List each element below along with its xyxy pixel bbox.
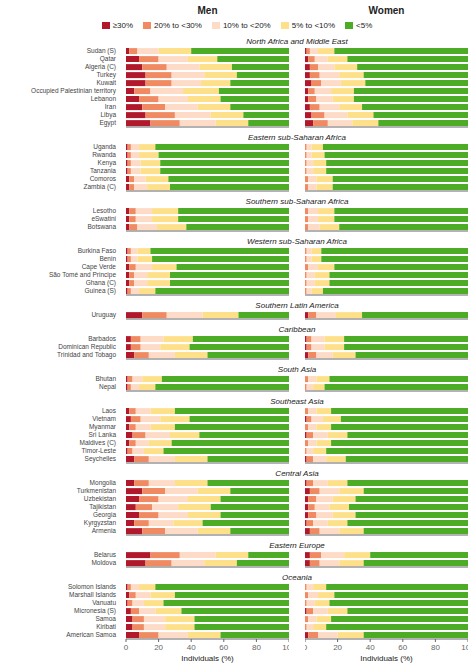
html-text:Eastern sub-Saharan Africa: Eastern sub-Saharan Africa	[248, 133, 346, 142]
svg-text:Solomon Islands: Solomon Islands	[68, 583, 117, 590]
svg-text:Iran: Iran	[105, 103, 117, 110]
svg-text:Occupied Palestinian territory: Occupied Palestinian territory	[31, 87, 117, 95]
svg-text:20: 20	[154, 643, 163, 652]
svg-text:Turkmenistan: Turkmenistan	[77, 487, 117, 494]
svg-text:Myanmar: Myanmar	[89, 423, 117, 431]
svg-text:Seychelles: Seychelles	[85, 455, 117, 463]
svg-text:Micronesia (S): Micronesia (S)	[74, 607, 116, 615]
svg-text:Tanzania: Tanzania	[90, 167, 116, 174]
svg-text:Libya: Libya	[100, 111, 116, 119]
html-text:Caribbean: Caribbean	[278, 325, 316, 334]
html-text:10% to <20%: 10% to <20%	[222, 20, 271, 30]
html-text:Southern sub-Saharan Africa: Southern sub-Saharan Africa	[245, 197, 349, 206]
svg-text:Algeria (C): Algeria (C)	[85, 63, 116, 71]
svg-text:Botswana: Botswana	[87, 223, 116, 230]
svg-text:80: 80	[252, 643, 261, 652]
html-text:Individuals (%): Individuals (%)	[181, 654, 234, 663]
svg-text:Timor-Leste: Timor-Leste	[82, 447, 117, 454]
html-text:Southeast Asia: Southeast Asia	[270, 397, 324, 406]
svg-text:Kuwait: Kuwait	[96, 79, 116, 86]
svg-text:Barbados: Barbados	[88, 335, 117, 342]
svg-text:60: 60	[219, 643, 228, 652]
html-text:Individuals (%): Individuals (%)	[360, 654, 413, 663]
svg-text:Kenya: Kenya	[98, 159, 117, 167]
svg-text:40: 40	[187, 643, 196, 652]
html-text:20% to <30%: 20% to <30%	[154, 20, 202, 30]
html-text:Central Asia: Central Asia	[275, 469, 319, 478]
svg-text:Rwanda: Rwanda	[92, 151, 116, 158]
svg-text:Turkey: Turkey	[96, 71, 116, 79]
html-text:Western sub-Saharan Africa: Western sub-Saharan Africa	[247, 237, 347, 246]
svg-text:80: 80	[431, 643, 440, 652]
svg-text:Burkina Faso: Burkina Faso	[78, 247, 117, 254]
html-text:Oceania: Oceania	[282, 573, 312, 582]
svg-text:Lebanon: Lebanon	[91, 95, 117, 102]
svg-text:Sri Lanka: Sri Lanka	[89, 431, 117, 438]
svg-text:100: 100	[282, 643, 289, 652]
svg-text:Egypt: Egypt	[99, 119, 116, 127]
svg-text:0: 0	[305, 643, 308, 652]
svg-text:Comoros: Comoros	[90, 175, 117, 182]
svg-text:Uzbekistan: Uzbekistan	[84, 495, 117, 502]
svg-text:Mongolia: Mongolia	[90, 479, 117, 487]
svg-text:Uganda: Uganda	[93, 143, 116, 151]
html-text:≥30%: ≥30%	[112, 20, 134, 30]
svg-text:40: 40	[366, 643, 375, 652]
svg-text:Zambia (C): Zambia (C)	[83, 183, 116, 191]
svg-text:0: 0	[124, 643, 129, 652]
svg-text:Laos: Laos	[102, 407, 117, 414]
svg-text:Qatar: Qatar	[100, 55, 117, 63]
html-text:Men: Men	[197, 5, 218, 16]
html-text:South Asia: South Asia	[277, 365, 317, 374]
html-text:North Africa and Middle East: North Africa and Middle East	[246, 37, 348, 46]
svg-text:Vanuatu: Vanuatu	[92, 599, 116, 606]
svg-text:Cape Verde: Cape Verde	[82, 263, 117, 271]
svg-text:Trinidad and Tobago: Trinidad and Tobago	[57, 351, 116, 359]
svg-text:Kiribati: Kiribati	[96, 623, 116, 630]
html-text:Eastern Europe: Eastern Europe	[269, 541, 325, 550]
svg-text:Samoa: Samoa	[95, 615, 116, 622]
svg-text:Armenia: Armenia	[92, 527, 117, 534]
svg-text:São Tomé and Principe: São Tomé and Principe	[49, 271, 116, 279]
svg-text:Moldova: Moldova	[91, 559, 116, 566]
svg-text:Nepal: Nepal	[99, 383, 117, 391]
svg-text:Uruguay: Uruguay	[91, 311, 116, 319]
svg-text:Georgia: Georgia	[93, 511, 117, 519]
svg-text:Guinea (S): Guinea (S)	[85, 287, 116, 295]
svg-text:60: 60	[398, 643, 407, 652]
svg-text:eSwatini: eSwatini	[91, 215, 116, 222]
svg-text:Bhutan: Bhutan	[95, 375, 116, 382]
svg-text:Sudan (S): Sudan (S)	[87, 47, 116, 55]
html-text:5% to <10%: 5% to <10%	[291, 20, 336, 30]
svg-text:Marshall Islands: Marshall Islands	[69, 591, 117, 598]
svg-text:Tajikistan: Tajikistan	[89, 503, 116, 511]
svg-text:Ghana (C): Ghana (C)	[86, 279, 116, 287]
svg-text:Vietnam: Vietnam	[92, 415, 116, 422]
svg-text:Dominican Republic: Dominican Republic	[58, 343, 117, 351]
svg-text:Maldives (C): Maldives (C)	[80, 439, 116, 447]
html-text:<5%: <5%	[356, 20, 373, 30]
svg-text:Belarus: Belarus	[94, 551, 117, 558]
html-text:Southern Latin America: Southern Latin America	[255, 301, 339, 310]
svg-text:American Samoa: American Samoa	[66, 631, 116, 638]
svg-text:100: 100	[461, 643, 466, 652]
svg-text:Benin: Benin	[99, 255, 116, 262]
svg-text:20: 20	[333, 643, 342, 652]
html-text:Women: Women	[368, 5, 405, 16]
svg-text:Kyrgyzstan: Kyrgyzstan	[84, 519, 117, 527]
svg-text:Lesotho: Lesotho	[93, 207, 117, 214]
